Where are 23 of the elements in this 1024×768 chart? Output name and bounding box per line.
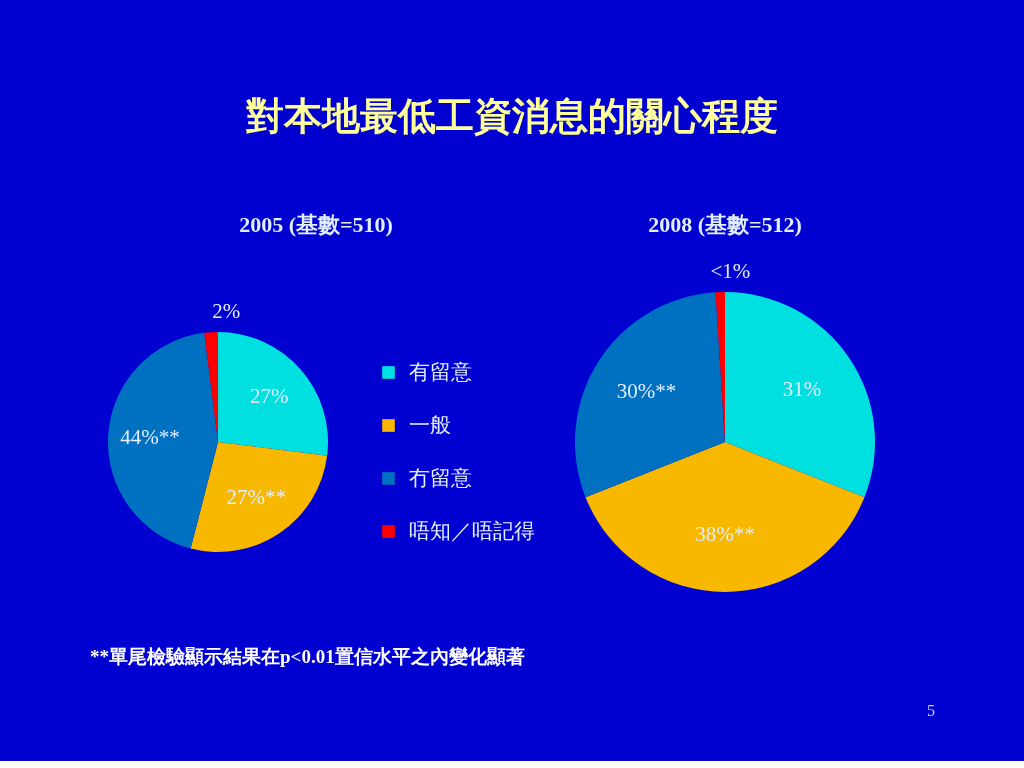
data-label: 27% (249, 383, 289, 408)
pie-slice (218, 332, 328, 456)
chart-title: 2005 (基數=510) (239, 212, 393, 237)
pie-slice (575, 292, 725, 498)
text: 對本地最低工資消息的關心程度 (245, 93, 778, 138)
text: **單尾檢驗顯示結果在p<0.01置信水平之內變化顯著 (90, 646, 525, 667)
data-label: 27%** (226, 485, 287, 510)
legend-label: 冇留意 (409, 465, 472, 490)
data-label: <1% (710, 259, 751, 284)
pie-slice (725, 292, 875, 498)
data-label: 38%** (695, 522, 755, 546)
legend-label: 有留意 (409, 359, 472, 384)
data-label: 44%** (120, 424, 180, 449)
data-label: 30%** (616, 379, 677, 404)
chart-title: 2008 (基數=512) (648, 212, 802, 237)
text: 5 (927, 702, 935, 719)
legend-label: 一般 (409, 412, 451, 437)
data-label: 2% (212, 299, 241, 324)
legend-label: 唔知／唔記得 (409, 518, 535, 543)
data-label: 31% (782, 376, 822, 401)
pie-slice (190, 442, 328, 552)
pie-slice (108, 332, 218, 549)
pie-slice (585, 442, 865, 592)
